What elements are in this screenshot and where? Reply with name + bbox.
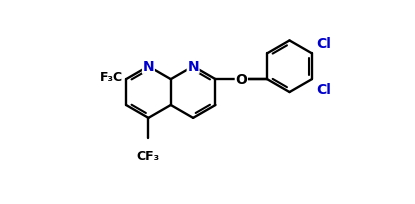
Text: Cl: Cl [316, 37, 331, 51]
Text: F₃C: F₃C [100, 70, 123, 83]
Text: CF₃: CF₃ [137, 149, 160, 162]
Text: N: N [143, 60, 154, 74]
Text: O: O [235, 73, 247, 87]
Text: N: N [187, 60, 199, 74]
Text: Cl: Cl [316, 83, 331, 97]
